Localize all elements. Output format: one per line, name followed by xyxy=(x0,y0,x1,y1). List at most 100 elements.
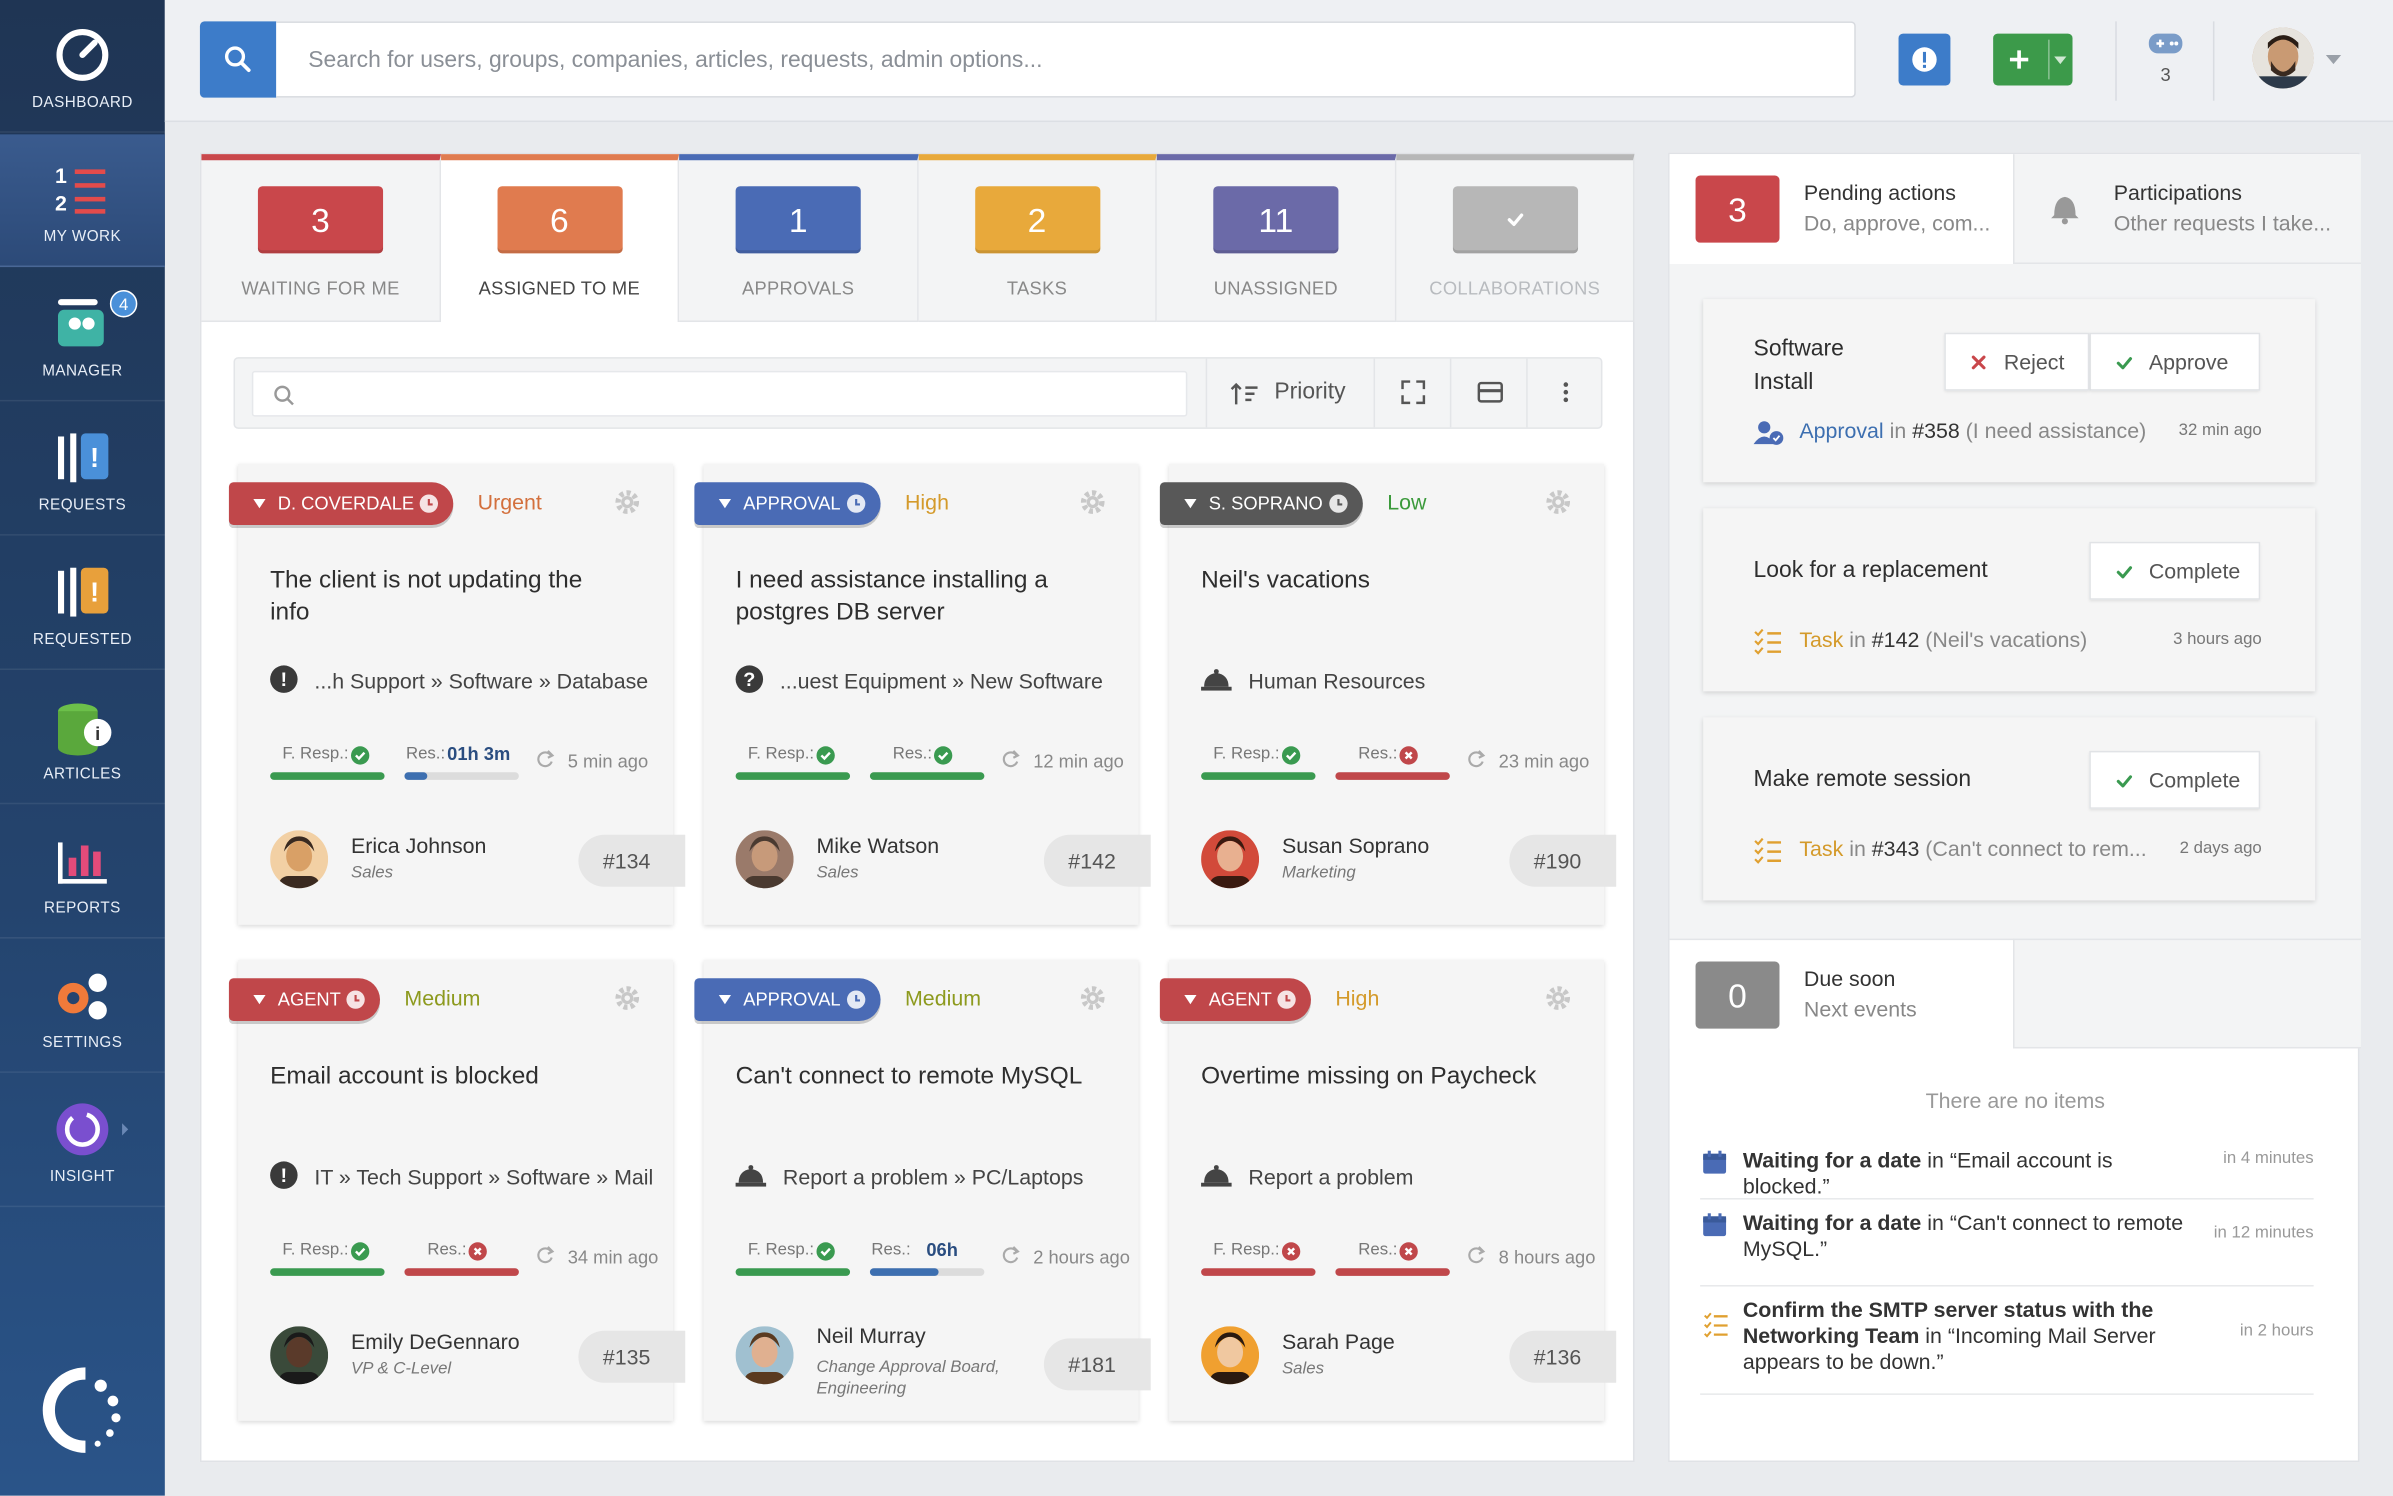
ticket-id-label: #135 xyxy=(602,1344,651,1369)
response-label: Res.: xyxy=(1358,744,1398,764)
alert-button[interactable] xyxy=(1898,33,1951,86)
tab-count-box: 1 xyxy=(735,186,861,254)
ticket-card[interactable]: APPROVAL High I need assistance installing… xyxy=(694,463,1151,925)
response-label: Res.: xyxy=(871,1240,911,1260)
filter-input[interactable] xyxy=(251,370,1188,417)
tab[interactable]: 2 TASKS xyxy=(917,154,1157,323)
task-icon xyxy=(1754,628,1782,655)
due-count: 0 xyxy=(1728,976,1747,1015)
action-ref-prefix: in xyxy=(1849,836,1866,861)
alert-icon xyxy=(1912,47,1937,72)
action-ref-prefix: in xyxy=(1889,418,1907,443)
task-icon xyxy=(1704,1312,1728,1338)
task-icon xyxy=(1754,837,1782,864)
tab-count-box: 2 xyxy=(974,186,1100,254)
nav-item[interactable]: INSIGHT xyxy=(0,1074,165,1208)
nav-item[interactable]: SETTINGS xyxy=(0,940,165,1073)
action-time: 3 hours ago xyxy=(2173,630,2262,649)
action-button-label: Complete xyxy=(2148,558,2241,583)
nav-icon xyxy=(56,28,109,81)
nav-item[interactable]: DASHBOARD xyxy=(0,0,165,133)
tab[interactable]: COLLABORATIONS xyxy=(1395,154,1635,323)
nav-item[interactable]: 1 2 MY WORK xyxy=(0,134,165,268)
nav-label: DASHBOARD xyxy=(32,94,133,112)
expand-button[interactable] xyxy=(1373,358,1450,428)
svg-text:i: i xyxy=(95,723,100,744)
participations-tab[interactable]: Participations Other requests I take... xyxy=(2014,154,2361,265)
resolution-status xyxy=(1399,746,1418,765)
nav-item[interactable]: ! REQUESTS xyxy=(0,403,165,536)
layout-button[interactable] xyxy=(1449,358,1526,428)
work-panel: 3 WAITING FOR ME 6 ASSIGNED TO ME 1 APPROVALS… xyxy=(199,152,1635,1463)
requester-avatar xyxy=(735,830,794,889)
nav-item[interactable]: MANAGER 4 xyxy=(0,269,165,402)
event-time: in 4 minutes xyxy=(2223,1149,2314,1168)
ticket-card[interactable]: AGENT High Overtime missing on Paycheck Rep… xyxy=(1159,959,1617,1421)
response-label: F. Resp.: xyxy=(747,744,815,764)
first-response: F. Resp.: xyxy=(735,1238,851,1284)
requester-role: VP & C-Level xyxy=(351,1359,452,1379)
resolution-status xyxy=(934,746,953,765)
side-panel: 3 Pending actions Do, approve, com... Parti… xyxy=(1668,152,2361,1463)
requester-name: Erica Johnson xyxy=(351,833,487,858)
ticket-card[interactable]: APPROVAL Medium Can't connect to remote My… xyxy=(694,959,1151,1421)
due-tab-filler xyxy=(2014,938,2361,1049)
resolution-time: 01h 3m xyxy=(447,743,511,765)
svg-text:?: ? xyxy=(743,669,755,691)
settings-gear xyxy=(1546,986,1571,1010)
tab-count: 2 xyxy=(1027,201,1047,240)
event-title: Waiting for a date xyxy=(1742,1147,1922,1173)
nav-label: REQUESTED xyxy=(32,631,132,649)
ticket-id: #136 xyxy=(1509,1330,1617,1383)
tab[interactable]: 11 UNASSIGNED xyxy=(1156,154,1396,323)
more-button[interactable] xyxy=(1526,358,1602,428)
pending-tab[interactable]: 3 Pending actions Do, approve, com... xyxy=(1669,154,2015,265)
ticket-title: Overtime missing on Paycheck xyxy=(1201,1063,1537,1090)
ticket-card[interactable]: AGENT Medium Email account is blocked! IT »… xyxy=(228,959,686,1421)
ticket-tag: D. COVERDALE xyxy=(228,482,454,525)
nav-icon: 12 xyxy=(55,164,106,216)
action-button[interactable]: Complete xyxy=(2089,541,2261,600)
first-response: F. Resp.: xyxy=(270,742,385,788)
nav-item[interactable]: i ARTICLES xyxy=(0,672,165,805)
nav-item[interactable]: REPORTS xyxy=(0,806,165,939)
action-ref: #142 xyxy=(1871,627,1920,652)
action-button[interactable]: Approve xyxy=(2089,332,2261,391)
event-time: in 2 hours xyxy=(2239,1321,2314,1340)
search-input[interactable]: Search for users, groups, companies, art… xyxy=(276,21,1856,98)
category-path: IT » Tech Support » Software » Mail xyxy=(314,1164,654,1189)
ticket-card[interactable]: D. COVERDALE Urgent The client is not upda… xyxy=(228,463,686,925)
check-icon xyxy=(2116,566,2133,579)
search-icon xyxy=(224,46,251,73)
action-button[interactable]: Complete xyxy=(2089,750,2261,809)
action-card: Look for a replacement Complete Task in #1… xyxy=(1703,508,2316,692)
ticket-title: I need assistance installing a postgres … xyxy=(735,567,1048,626)
action-card: Make remote session Complete Task in #343 … xyxy=(1703,717,2316,901)
tab[interactable]: 1 APPROVALS xyxy=(679,154,918,323)
tag-caret xyxy=(718,499,732,509)
tab-count-box xyxy=(1452,186,1578,254)
category-path: ...h Support » Software » Database xyxy=(314,668,649,693)
tab[interactable]: 3 WAITING FOR ME xyxy=(201,154,441,323)
layout-icon xyxy=(1477,381,1503,403)
priority: High xyxy=(1335,985,1380,1011)
event-row: Confirm the SMTP server status with the … xyxy=(1700,1297,2314,1395)
action-button[interactable]: Reject xyxy=(1944,332,2090,391)
pending-title: Pending actions xyxy=(1803,180,1956,205)
ticket-age: 5 min ago xyxy=(567,750,649,773)
response-label: F. Resp.: xyxy=(1213,744,1280,764)
user-avatar[interactable] xyxy=(2252,27,2314,89)
ticket-id-label: #136 xyxy=(1533,1344,1582,1369)
response-status xyxy=(816,746,835,765)
response-label: F. Resp.: xyxy=(1213,1240,1280,1260)
response-label: Res.: xyxy=(405,744,446,764)
add-button[interactable] xyxy=(1993,33,2073,86)
ticket-card[interactable]: S. SOPRANO Low Neil's vacations Human Resou… xyxy=(1159,463,1617,925)
nav-item[interactable]: ! REQUESTED xyxy=(0,537,165,670)
sort-button[interactable]: Priority xyxy=(1205,358,1374,428)
tab[interactable]: 6 ASSIGNED TO ME xyxy=(440,154,680,323)
search-button[interactable] xyxy=(199,21,277,98)
response-label: F. Resp.: xyxy=(282,744,349,764)
add-divider xyxy=(2048,39,2050,80)
refresh-icon xyxy=(1002,750,1020,768)
